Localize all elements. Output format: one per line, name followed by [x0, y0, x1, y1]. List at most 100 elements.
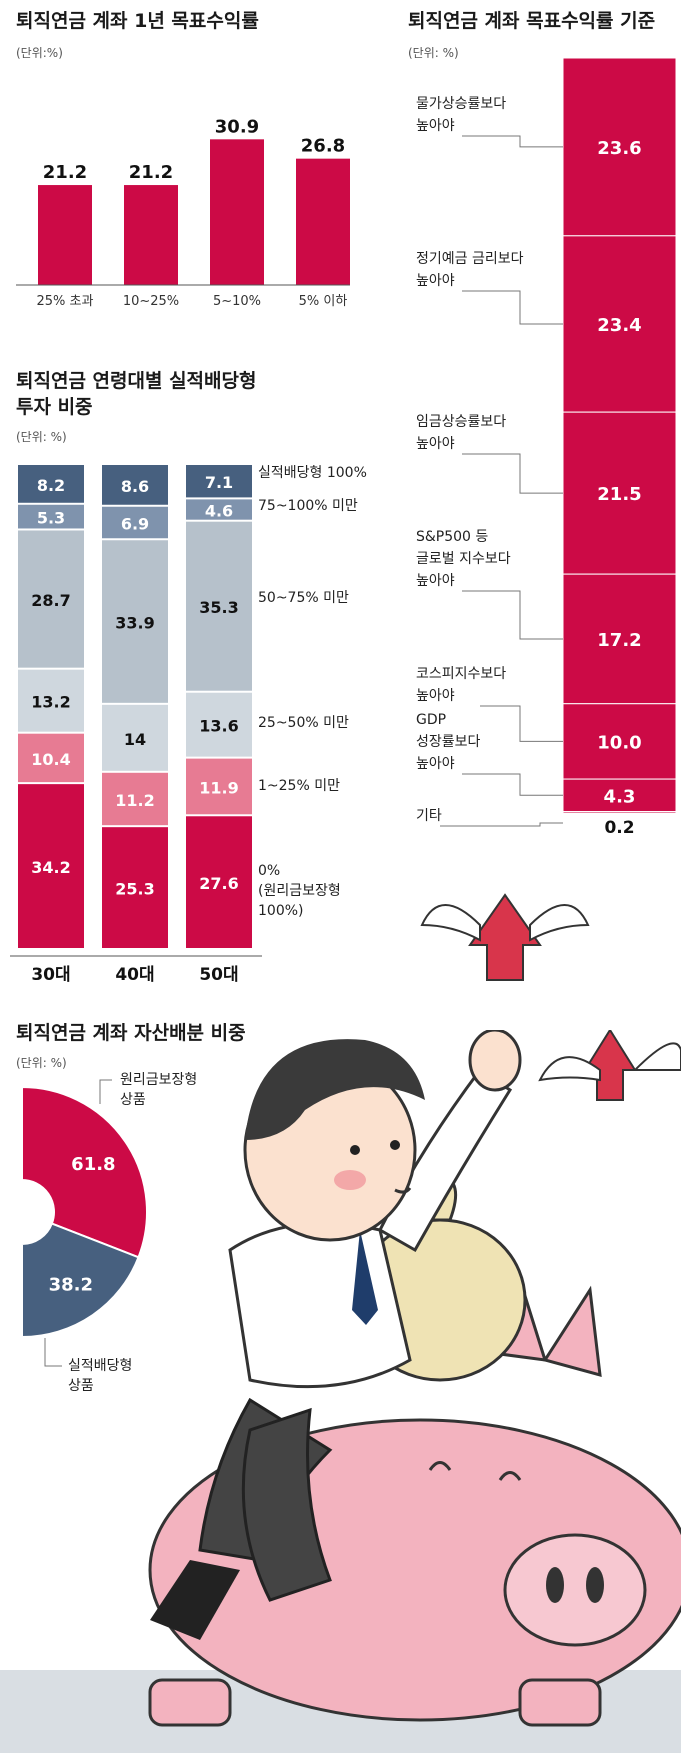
stack-segment-1-1: [102, 506, 168, 539]
segment-5: [562, 778, 677, 812]
stack-value-label-0-3: 13.2: [31, 693, 70, 712]
stack-segment-2-0: [186, 465, 252, 498]
bar-3: [296, 158, 350, 285]
legend-label-0: 실적배당형 100%: [258, 465, 367, 481]
bar-category-label-3: 5% 이하: [299, 294, 348, 309]
stack-segment-1-3: [102, 704, 168, 771]
flying-arrow-top-icon: [420, 893, 590, 981]
segment-value-label-3: 17.2: [597, 630, 641, 651]
donut-slice-1: [21, 1222, 140, 1339]
stack-segment-2-1: [186, 499, 252, 520]
stack-segment-2-4: [186, 758, 252, 815]
segment-label-1: 정기예금 금리보다 높아야: [416, 251, 524, 289]
bar-0: [38, 185, 92, 285]
bar-2: [210, 139, 264, 285]
donut-value-label-0: 61.8: [71, 1154, 115, 1175]
chart1-unit: (단위:%): [16, 46, 63, 60]
stack-value-label-2-5: 27.6: [199, 874, 238, 893]
chart4-title: 퇴직연금 계좌 자산배분 비중: [16, 1022, 246, 1044]
segment-label-5: GDP 성장률보다 높아야: [416, 712, 481, 772]
stack-segment-0-5: [18, 784, 84, 948]
stack-segment-0-4: [18, 733, 84, 783]
stack-value-label-0-4: 10.4: [31, 750, 70, 769]
chart1-title: 퇴직연금 계좌 1년 목표수익률: [16, 10, 259, 32]
stack-value-label-2-4: 11.9: [199, 778, 238, 797]
stack-value-label-2-3: 13.6: [199, 717, 238, 736]
stack-value-label-1-2: 33.9: [115, 614, 154, 633]
donut-slice-0: [21, 1085, 148, 1259]
legend-label-3: 25~50% 미만: [258, 715, 349, 731]
chart2-stacked-bar: 23.6 물가상승률보다 높아야 23.4 정기예금 금리보다 높아야 21.5 임금상승률보…: [416, 57, 677, 838]
bar-value-label-0: 21.2: [43, 162, 87, 183]
bar-category-label-0: 25% 초과: [37, 294, 94, 309]
stack-value-label-1-4: 11.2: [115, 791, 154, 810]
stack-value-label-2-1: 4.6: [205, 502, 233, 521]
leader-line-4: [480, 705, 563, 742]
stack-segment-0-3: [18, 669, 84, 732]
chart3-stacked-bar: 8.2 5.3 28.7 13.2 10.4 34.2 30대 8.6 6.9 33.9 14 11.…: [10, 465, 367, 985]
leader-line-1: [462, 290, 563, 325]
segment-6: [562, 810, 677, 814]
leader-line-6: [440, 822, 563, 827]
donut-leader-1: [44, 1338, 62, 1367]
stack-segment-2-3: [186, 692, 252, 757]
age-category-label-2: 50대: [199, 965, 238, 985]
chart3-title: 퇴직연금 연령대별 실적배당형 투자 비중: [16, 370, 257, 418]
segment-value-label-5: 4.3: [604, 786, 636, 807]
bar-value-label-2: 30.9: [215, 116, 259, 137]
stack-segment-2-5: [186, 816, 252, 948]
legend-label-5: 0% (원리금보장형 100%): [258, 863, 341, 919]
age-category-label-0: 30대: [31, 965, 70, 985]
legend-label-1: 75~100% 미만: [258, 498, 358, 514]
segment-value-label-1: 23.4: [597, 315, 641, 336]
chart3-unit: (단위: %): [16, 430, 67, 444]
leader-line-0: [462, 135, 563, 148]
stack-value-label-1-0: 8.6: [121, 477, 149, 496]
legend-label-2: 50~75% 미만: [258, 590, 349, 606]
donut-leader-0: [99, 1079, 112, 1104]
donut-label-1: 실적배당형 상품: [68, 1358, 132, 1394]
segment-value-label-0: 23.6: [597, 138, 641, 159]
donut-value-label-1: 38.2: [49, 1274, 93, 1295]
segment-value-label-6: 0.2: [604, 818, 634, 838]
chart4-unit: (단위: %): [16, 1056, 67, 1070]
leader-line-5: [462, 773, 563, 796]
chart2-title: 퇴직연금 계좌 목표수익률 기준: [408, 10, 656, 32]
stack-segment-2-2: [186, 521, 252, 691]
segment-value-label-4: 10.0: [597, 732, 641, 753]
segment-label-2: 임금상승률보다 높아야: [416, 414, 506, 452]
stack-value-label-0-5: 34.2: [31, 858, 70, 877]
bar-category-label-1: 10~25%: [123, 294, 179, 309]
segment-label-6: 기타: [416, 808, 442, 824]
bar-value-label-3: 26.8: [301, 136, 345, 157]
segment-0: [562, 57, 677, 237]
bar-value-label-1: 21.2: [129, 162, 173, 183]
bar-1: [124, 185, 178, 285]
stack-value-label-1-5: 25.3: [115, 880, 154, 899]
stack-value-label-1-1: 6.9: [121, 515, 149, 534]
segment-value-label-2: 21.5: [597, 484, 641, 505]
leader-line-2: [462, 453, 563, 494]
donut-label-0: 원리금보장형 상품: [120, 1072, 197, 1108]
stack-segment-1-2: [102, 540, 168, 703]
segment-label-3: S&P500 등 글로벌 지수보다 높아야: [416, 529, 511, 589]
stack-segment-0-1: [18, 504, 84, 529]
stack-segment-0-2: [18, 530, 84, 668]
segment-3: [562, 573, 677, 705]
flying-arrow-icon: [538, 1030, 681, 1101]
businessman-icon: [150, 1030, 522, 1640]
stack-value-label-0-1: 5.3: [37, 509, 65, 528]
stack-value-label-2-0: 7.1: [205, 473, 233, 492]
legend-label-4: 1~25% 미만: [258, 778, 340, 794]
bar-category-label-2: 5~10%: [213, 294, 261, 309]
segment-label-0: 물가상승률보다 높아야: [416, 96, 506, 134]
stack-value-label-0-2: 28.7: [31, 591, 70, 610]
chart2-unit: (단위: %): [408, 46, 459, 60]
age-category-label-1: 40대: [115, 965, 154, 985]
segment-2: [562, 411, 677, 575]
illustration-businessman-piggy-bank: [0, 1030, 681, 1753]
stack-segment-1-4: [102, 772, 168, 826]
chart1-bar-chart: 21.2 25% 초과 21.2 10~25% 30.9 5~10% 26.8 5% 이하: [16, 116, 350, 309]
leader-line-3: [462, 590, 563, 640]
segment-label-4: 코스피지수보다 높아야: [416, 666, 506, 704]
